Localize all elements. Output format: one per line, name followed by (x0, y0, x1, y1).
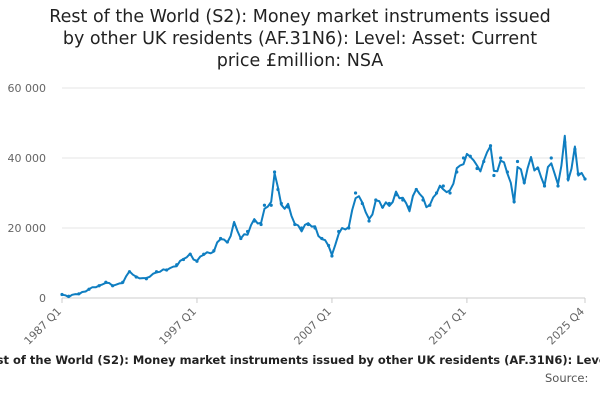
series-line (61, 134, 586, 299)
data-point (394, 193, 398, 197)
data-point (576, 172, 580, 176)
data-point (488, 144, 493, 148)
data-point (306, 222, 310, 227)
data-point (492, 173, 496, 178)
data-point (441, 184, 445, 188)
data-point (111, 284, 115, 288)
data-point (104, 280, 108, 284)
data-point (455, 170, 459, 174)
data-point (127, 270, 132, 274)
data-point (262, 203, 267, 207)
data-point (421, 198, 425, 202)
data-point (522, 180, 526, 185)
x-tick-label: 2017 Q1 (426, 305, 469, 348)
data-point (299, 226, 304, 230)
data-point (313, 226, 317, 230)
data-point (448, 191, 452, 195)
data-point (414, 187, 418, 192)
chart-title: Rest of the World (S2): Money market ins… (49, 7, 551, 71)
data-point (556, 184, 560, 188)
data-point (512, 200, 516, 204)
legend-label: Rest of the World (S2): Money market ins… (0, 353, 600, 367)
data-point (272, 170, 277, 174)
data-point (326, 243, 331, 248)
data-point (293, 222, 297, 227)
data-point (573, 147, 577, 151)
source-note: Source: (0, 370, 600, 386)
data-point (330, 254, 334, 258)
data-point (87, 287, 91, 291)
data-point (154, 270, 159, 274)
x-tick-label: 2025 Q4 (545, 305, 588, 348)
data-point (259, 222, 263, 227)
x-tick-label: 1987 Q1 (22, 305, 65, 348)
data-point (482, 159, 486, 164)
data-point (232, 222, 236, 227)
data-point (583, 177, 587, 181)
data-point (337, 229, 341, 234)
legend: Rest of the World (S2): Money market ins… (0, 352, 600, 368)
data-point (380, 205, 385, 209)
data-point (347, 226, 351, 230)
data-point (60, 292, 64, 297)
data-point (121, 280, 125, 284)
data-point (218, 236, 223, 241)
data-point (239, 236, 243, 241)
data-point (77, 292, 81, 296)
data-point (202, 252, 206, 256)
data-point (529, 158, 533, 162)
data-point (515, 159, 520, 164)
data-point (212, 249, 216, 253)
data-point (566, 177, 570, 181)
data-point (542, 184, 547, 188)
data-point (175, 263, 179, 267)
y-tick-label: 60 000 (8, 82, 47, 95)
y-tick-label: 0 (39, 292, 46, 305)
x-tick-label: 2007 Q1 (292, 305, 335, 348)
data-point (269, 203, 273, 207)
data-point (563, 140, 567, 144)
data-point (252, 219, 256, 223)
data-point (536, 166, 540, 171)
data-point (195, 259, 199, 263)
data-point (67, 294, 71, 298)
data-point (499, 156, 503, 160)
data-point (367, 219, 371, 223)
source-label: Source: (545, 371, 589, 385)
data-point (320, 236, 324, 241)
data-point (387, 201, 391, 206)
x-tick-label: 1997 Q1 (157, 305, 200, 348)
data-point (165, 268, 169, 272)
data-point (374, 198, 378, 202)
data-point (276, 187, 280, 192)
data-point (407, 205, 412, 209)
data-point (144, 277, 148, 281)
data-point (279, 201, 283, 206)
data-point (188, 252, 192, 256)
data-point (134, 275, 138, 279)
y-tick-label: 40 000 (8, 152, 47, 165)
y-tick-label: 20 000 (8, 222, 47, 235)
data-point (360, 201, 364, 206)
data-point (549, 156, 553, 160)
data-point (461, 156, 466, 160)
data-point (97, 284, 101, 288)
data-point (225, 240, 229, 244)
data-point (475, 166, 479, 171)
data-point (428, 203, 432, 207)
data-point (181, 257, 186, 262)
data-point (286, 205, 290, 209)
data-point (468, 154, 472, 158)
data-point (245, 229, 250, 234)
data-point (505, 170, 509, 174)
data-point (401, 198, 405, 202)
data-point (353, 191, 358, 195)
data-point (434, 191, 439, 195)
